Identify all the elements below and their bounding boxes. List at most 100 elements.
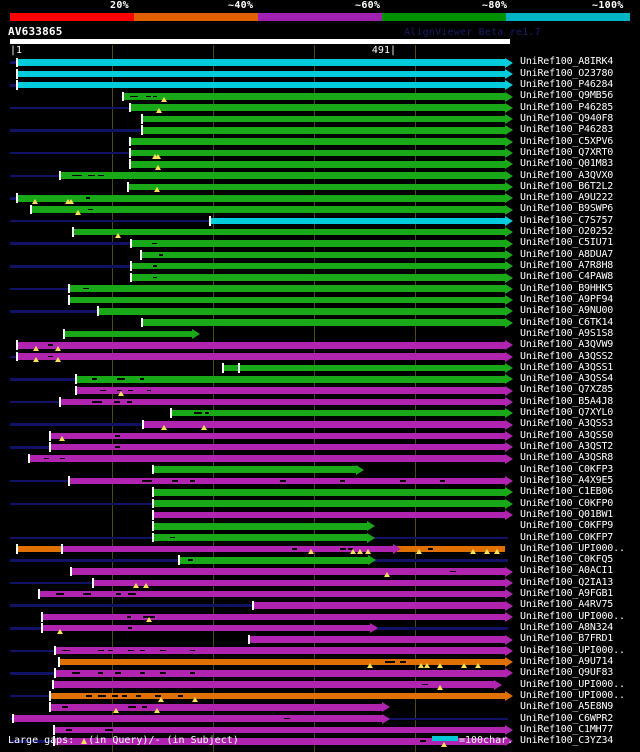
- hsp-segment[interactable]: [49, 704, 382, 711]
- hit-row[interactable]: UniRef100_A9U222: [0, 192, 640, 204]
- hit-row[interactable]: UniRef100_P46283: [0, 124, 640, 136]
- hit-row[interactable]: UniRef100_C3YZ34: [0, 735, 640, 747]
- hsp-segment[interactable]: [49, 432, 505, 440]
- hit-accession-label[interactable]: UniRef100_B9SWP6: [520, 203, 614, 215]
- hsp-segment[interactable]: [72, 228, 505, 236]
- hit-accession-label[interactable]: UniRef100_UPI000..: [520, 678, 625, 690]
- hsp-segment[interactable]: [16, 81, 505, 89]
- hsp-segment[interactable]: [122, 93, 505, 100]
- hit-accession-label[interactable]: UniRef100_Q2IA13: [520, 576, 614, 588]
- hsp-segment[interactable]: [58, 658, 505, 666]
- hsp-segment[interactable]: [127, 183, 505, 191]
- hit-accession-label[interactable]: UniRef100_UPI000..: [520, 644, 625, 656]
- hsp-segment[interactable]: [142, 421, 505, 428]
- hsp-segment[interactable]: [54, 647, 505, 655]
- hsp-segment[interactable]: [59, 398, 505, 406]
- hit-row[interactable]: UniRef100_A3QSS0: [0, 429, 640, 442]
- hit-row[interactable]: UniRef100_B7FRD1: [0, 633, 640, 645]
- hit-row[interactable]: UniRef100_C0KFP9: [0, 520, 640, 532]
- hit-accession-label[interactable]: UniRef100_A3QSS0: [520, 429, 614, 441]
- hsp-segment[interactable]: [75, 375, 505, 383]
- hsp-segment[interactable]: [28, 455, 505, 462]
- hsp-segment[interactable]: [30, 206, 505, 213]
- hit-accession-label[interactable]: UniRef100_C0KFQ5: [520, 554, 614, 566]
- hit-row[interactable]: UniRef100_A3QVW9: [0, 339, 640, 351]
- hsp-segment[interactable]: [141, 319, 505, 326]
- hit-row[interactable]: UniRef100_C6WPR2: [0, 713, 640, 724]
- hit-row[interactable]: UniRef100_C1MH77: [0, 723, 640, 736]
- hsp-segment[interactable]: [170, 409, 505, 417]
- hit-accession-label[interactable]: UniRef100_Q01M83: [520, 158, 614, 170]
- hit-row[interactable]: UniRef100_A9FGB1: [0, 588, 640, 600]
- hit-accession-label[interactable]: UniRef100_C4PAW8: [520, 271, 614, 283]
- hit-accession-label[interactable]: UniRef100_C0KFP7: [520, 531, 614, 543]
- hsp-segment[interactable]: [129, 149, 505, 157]
- hit-accession-label[interactable]: UniRef100_A3QSS1: [520, 361, 614, 373]
- hsp-segment[interactable]: [16, 70, 505, 78]
- hsp-segment[interactable]: [49, 692, 505, 700]
- hsp-segment[interactable]: [41, 624, 370, 632]
- hit-accession-label[interactable]: UniRef100_A9U714: [520, 655, 614, 667]
- hsp-segment[interactable]: [70, 568, 505, 575]
- hit-accession-label[interactable]: UniRef100_C0KFP3: [520, 463, 614, 475]
- hit-row[interactable]: UniRef100_A9NU00: [0, 305, 640, 317]
- hit-accession-label[interactable]: UniRef100_A4RV75: [520, 599, 614, 611]
- hit-row[interactable]: UniRef100_C0KFP0: [0, 498, 640, 509]
- hsp-segment[interactable]: [53, 737, 505, 745]
- hit-accession-label[interactable]: UniRef100_C1MH77: [520, 723, 614, 735]
- hsp-segment[interactable]: [63, 330, 192, 338]
- hsp-segment[interactable]: [54, 670, 505, 677]
- hit-accession-label[interactable]: UniRef100_O20252: [520, 226, 614, 238]
- hsp-segment[interactable]: [152, 489, 505, 496]
- hit-accession-label[interactable]: UniRef100_UPI000..: [520, 542, 625, 554]
- hsp-segment[interactable]: [130, 240, 505, 247]
- hit-row[interactable]: UniRef100_B9SWP6: [0, 203, 640, 216]
- hit-accession-label[interactable]: UniRef100_A4X9E5: [520, 474, 614, 486]
- hit-row[interactable]: UniRef100_UPI000..: [0, 611, 640, 623]
- hit-row[interactable]: UniRef100_Q01BW1: [0, 508, 640, 521]
- hit-accession-label[interactable]: UniRef100_A3QST2: [520, 441, 614, 453]
- hsp-segment[interactable]: [16, 545, 61, 553]
- hit-accession-label[interactable]: UniRef100_A3QSS2: [520, 350, 614, 362]
- hit-accession-label[interactable]: UniRef100_P46284: [520, 79, 614, 91]
- hsp-segment[interactable]: [49, 443, 505, 451]
- hit-row[interactable]: UniRef100_P46284: [0, 79, 640, 91]
- hsp-segment[interactable]: [16, 59, 505, 66]
- hit-row[interactable]: UniRef100_C7S757: [0, 215, 640, 226]
- hit-accession-label[interactable]: UniRef100_P46285: [520, 101, 614, 113]
- hit-accession-label[interactable]: UniRef100_A5E8N9: [520, 701, 614, 713]
- hsp-segment[interactable]: [248, 636, 505, 643]
- hit-row[interactable]: UniRef100_A3QSR8: [0, 452, 640, 464]
- hit-accession-label[interactable]: UniRef100_A9U222: [520, 192, 614, 204]
- hsp-segment[interactable]: [53, 726, 505, 734]
- hit-row[interactable]: UniRef100_A9U714: [0, 655, 640, 668]
- hit-accession-label[interactable]: UniRef100_B6T2L2: [520, 180, 614, 192]
- hit-row[interactable]: UniRef100_A4RV75: [0, 599, 640, 611]
- hsp-segment[interactable]: [68, 285, 505, 293]
- hit-accession-label[interactable]: UniRef100_A9S1S8: [520, 327, 614, 339]
- hsp-segment[interactable]: [16, 194, 505, 202]
- hit-row[interactable]: UniRef100_C0KFP7: [0, 532, 640, 543]
- hsp-segment[interactable]: [152, 534, 367, 541]
- hsp-segment[interactable]: [209, 217, 505, 225]
- hit-accession-label[interactable]: UniRef100_Q7XRT0: [520, 146, 614, 158]
- hit-row[interactable]: UniRef100_A3QSS1: [0, 361, 640, 374]
- hit-accession-label[interactable]: UniRef100_C6TK14: [520, 316, 614, 328]
- hsp-segment[interactable]: [152, 511, 505, 519]
- hsp-segment[interactable]: [397, 545, 505, 553]
- hit-accession-label[interactable]: UniRef100_A7R8H8: [520, 260, 614, 272]
- hit-accession-label[interactable]: UniRef100_A3QVW9: [520, 339, 614, 351]
- hit-row[interactable]: UniRef100_Q9MB56: [0, 90, 640, 102]
- hit-accession-label[interactable]: UniRef100_Q7XZ85: [520, 384, 614, 396]
- hit-row[interactable]: UniRef100_O20252: [0, 226, 640, 238]
- hsp-segment[interactable]: [252, 602, 505, 609]
- hit-row[interactable]: UniRef100_C6TK14: [0, 317, 640, 328]
- hit-accession-label[interactable]: UniRef100_A3QSR8: [520, 452, 614, 464]
- hit-row[interactable]: UniRef100_O23780: [0, 68, 640, 79]
- hit-row[interactable]: UniRef100_Q7XYL0: [0, 407, 640, 419]
- hit-row[interactable]: UniRef100_C5IU71: [0, 237, 640, 249]
- hsp-segment[interactable]: [130, 274, 505, 281]
- hsp-segment[interactable]: [141, 115, 505, 123]
- hit-accession-label[interactable]: UniRef100_C7S757: [520, 214, 614, 226]
- hit-accession-label[interactable]: UniRef100_Q01BW1: [520, 508, 614, 520]
